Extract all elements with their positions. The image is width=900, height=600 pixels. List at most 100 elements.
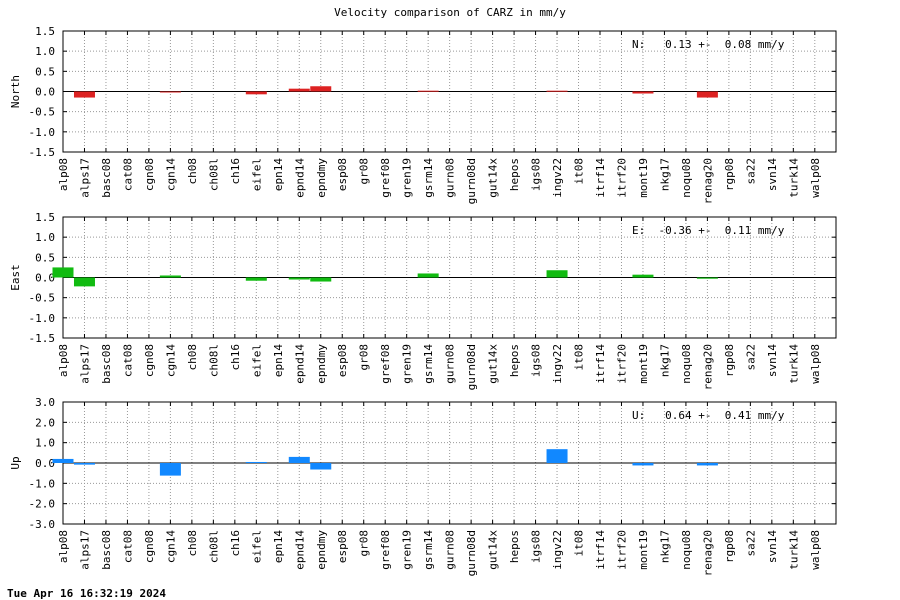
x-tick-label: turk14 xyxy=(787,530,800,570)
bar-epnd14 xyxy=(288,88,310,92)
x-tick-label: cgn08 xyxy=(143,530,156,563)
y-tick-label: 0.5 xyxy=(35,251,55,264)
x-tick-label: ingv22 xyxy=(551,530,564,570)
y-tick-label: 3.0 xyxy=(35,396,55,409)
x-tick-label: eifel xyxy=(250,530,263,563)
bar-cgn14 xyxy=(159,275,181,278)
bar-cgn14 xyxy=(159,463,181,476)
y-tick-label: 0.0 xyxy=(35,272,55,285)
x-tick-label: rgp08 xyxy=(723,530,736,563)
x-tick-label: rgp08 xyxy=(723,158,736,191)
x-tick-label: ingv22 xyxy=(551,158,564,198)
x-tick-label: epnd14 xyxy=(293,530,306,570)
x-tick-label: gsrm14 xyxy=(422,158,435,198)
chart-title: Velocity comparison of CARZ in mm/y xyxy=(334,6,566,19)
x-tick-label: cgn08 xyxy=(143,344,156,377)
x-tick-label: gr08 xyxy=(358,530,371,557)
x-tick-label: gurn08d xyxy=(465,344,478,390)
bar-epndmy xyxy=(310,86,332,92)
x-tick-label: noqu08 xyxy=(680,344,693,384)
x-tick-label: esp08 xyxy=(336,344,349,377)
x-tick-label: hepos xyxy=(508,158,521,191)
x-tick-label: svn14 xyxy=(766,344,779,377)
summary-annotation: N: 0.13 +- 0.08 mm/y xyxy=(632,38,785,51)
x-tick-label: sa22 xyxy=(744,158,757,185)
x-tick-label: alp08 xyxy=(57,344,70,377)
x-tick-label: it08 xyxy=(573,344,586,371)
y-tick-label: 0.0 xyxy=(35,457,55,470)
y-tick-label: -2.0 xyxy=(29,498,56,511)
x-tick-label: walp08 xyxy=(809,344,822,384)
x-tick-label: gurn08d xyxy=(465,158,478,204)
bar-eifel xyxy=(245,91,267,95)
x-tick-label: svn14 xyxy=(766,158,779,191)
y-tick-label: -1.5 xyxy=(29,332,56,345)
x-tick-label: epn14 xyxy=(272,344,285,377)
x-tick-label: alps17 xyxy=(78,158,91,198)
y-axis-label: East xyxy=(9,264,22,291)
x-tick-label: gut14x xyxy=(487,158,500,198)
y-tick-label: -1.0 xyxy=(29,477,56,490)
bar-renag20 xyxy=(696,277,718,279)
x-tick-label: noqu08 xyxy=(680,530,693,570)
bar-ingv22 xyxy=(546,449,568,463)
bar-ingv22 xyxy=(546,90,568,92)
x-tick-label: esp08 xyxy=(336,530,349,563)
y-tick-label: 1.0 xyxy=(35,45,55,58)
x-tick-label: itrf14 xyxy=(594,530,607,570)
x-tick-label: renag20 xyxy=(701,530,714,576)
x-tick-label: esp08 xyxy=(336,158,349,191)
x-tick-label: epnd14 xyxy=(293,344,306,384)
x-tick-label: igs08 xyxy=(530,158,543,191)
x-tick-label: ch08l xyxy=(207,158,220,191)
x-tick-label: gut14x xyxy=(487,344,500,384)
bar-gsrm14 xyxy=(417,273,439,278)
x-tick-label: epndmy xyxy=(315,344,328,384)
x-tick-label: walp08 xyxy=(809,158,822,198)
y-tick-label: 0.0 xyxy=(35,86,55,99)
bar-alps17 xyxy=(73,91,95,98)
bar-alps17 xyxy=(73,277,95,287)
x-tick-label: mont19 xyxy=(637,530,650,570)
x-tick-label: sa22 xyxy=(744,530,757,557)
x-tick-label: epnd14 xyxy=(293,158,306,198)
x-tick-label: itrf20 xyxy=(615,344,628,384)
x-tick-label: gren19 xyxy=(401,344,414,384)
x-tick-label: basc08 xyxy=(100,158,113,198)
x-tick-label: ch16 xyxy=(229,344,242,371)
x-tick-label: gsrm14 xyxy=(422,530,435,570)
x-tick-label: gr08 xyxy=(358,158,371,185)
bar-cgn14 xyxy=(159,91,181,93)
x-tick-label: gurn08 xyxy=(444,530,457,570)
bar-mont19 xyxy=(632,91,654,94)
y-tick-label: -3.0 xyxy=(29,518,56,531)
x-tick-label: alps17 xyxy=(78,344,91,384)
x-tick-label: alps17 xyxy=(78,530,91,570)
y-axis-label: North xyxy=(9,75,22,108)
x-tick-label: itrf20 xyxy=(615,530,628,570)
timestamp: Tue Apr 16 16:32:19 2024 xyxy=(7,587,166,600)
bar-alp08 xyxy=(52,267,74,278)
bar-eifel xyxy=(245,461,267,463)
x-tick-label: ch08l xyxy=(207,344,220,377)
x-tick-label: sa22 xyxy=(744,344,757,371)
bar-renag20 xyxy=(696,463,718,466)
x-tick-label: igs08 xyxy=(530,344,543,377)
x-tick-label: mont19 xyxy=(637,158,650,198)
x-tick-label: epn14 xyxy=(272,530,285,563)
summary-annotation: E: -0.36 +- 0.11 mm/y xyxy=(632,224,785,237)
x-tick-label: basc08 xyxy=(100,344,113,384)
x-tick-label: ch08 xyxy=(186,530,199,557)
bar-ingv22 xyxy=(546,270,568,278)
x-tick-label: gurn08d xyxy=(465,530,478,576)
x-tick-label: gren19 xyxy=(401,158,414,198)
x-tick-label: walp08 xyxy=(809,530,822,570)
x-tick-label: epn14 xyxy=(272,158,285,191)
bar-alp08 xyxy=(52,458,74,463)
y-tick-label: -1.0 xyxy=(29,126,56,139)
x-tick-label: gref08 xyxy=(379,158,392,198)
x-tick-label: it08 xyxy=(573,158,586,185)
